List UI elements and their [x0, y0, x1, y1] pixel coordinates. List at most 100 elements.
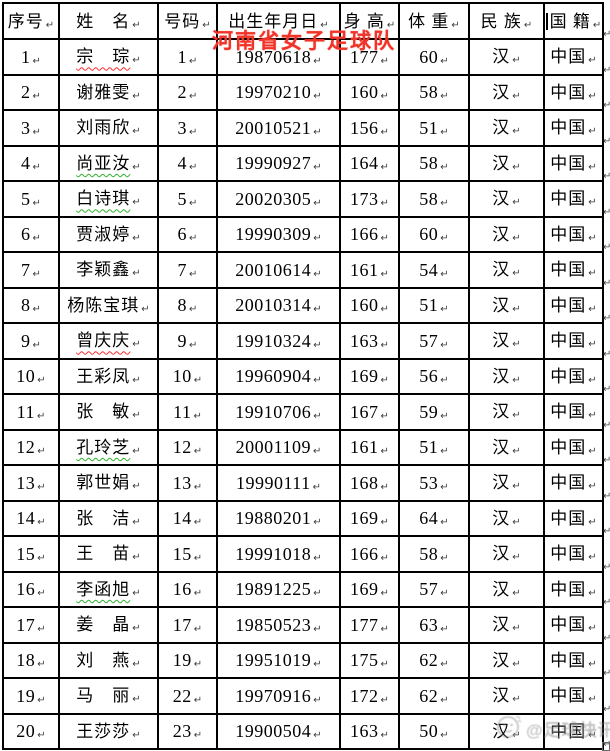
pilcrow-mark-icon: ↵ — [193, 552, 203, 564]
cell-weight: 58 ↵ — [398, 180, 470, 218]
pilcrow-mark-icon: ↵ — [380, 233, 389, 245]
cell-text: 8 — [21, 295, 31, 316]
cell-text: 19960904 — [235, 366, 312, 387]
pilcrow-mark-icon: ↵ — [37, 375, 46, 387]
cell-text: 汉 — [492, 473, 511, 493]
table-row: 13 ↵ 郭世娟 ↵ 13 ↵ 19990111 ↵ 168 ↵ 53 ↵ 汉 ↵ 中国 ↵ — [2, 464, 604, 502]
cell-height: 163 ↵ — [339, 712, 400, 750]
pilcrow-mark-icon: ↵ — [37, 730, 46, 742]
cell-text: 11 — [173, 401, 192, 422]
cell-text: 57 — [419, 579, 439, 600]
cell-height: 169 ↵ — [339, 357, 400, 395]
row-end-mark-icon: ↵ — [603, 348, 610, 360]
cell-text: 汉 — [492, 295, 511, 315]
row-end-mark-icon: ↵ — [603, 739, 610, 750]
header-label: 出生年月日 — [228, 11, 319, 31]
cell-number: 14 ↵ — [157, 499, 218, 537]
cell-number: 2 ↵ — [157, 73, 218, 111]
pilcrow-mark-icon: ↵ — [440, 410, 449, 422]
cell-text: 51 — [419, 437, 439, 458]
cell-weight: 60 ↵ — [398, 215, 470, 253]
cell-birthdate: 20010314 ↵ — [216, 286, 341, 324]
pilcrow-mark-icon: ↵ — [588, 374, 597, 386]
table-row: 5 ↵ 白诗琪 ↵ 5 ↵ 20020305 ↵ 173 ↵ 58 ↵ 汉 ↵ 中国 ↵ — [2, 180, 604, 218]
cell-birthdate: 20001109 ↵ — [216, 428, 341, 466]
header-cell-weight: 体 重 ↵ — [398, 2, 470, 40]
pilcrow-mark-icon: ↵ — [313, 126, 322, 138]
cell-text: 贾淑婷 — [76, 224, 131, 244]
cell-birthdate: 19991018 ↵ — [216, 535, 341, 573]
cell-ethnicity: 汉 ↵ — [468, 251, 545, 289]
cell-seq: 3 ↵ — [2, 109, 60, 147]
table-row: 2 ↵ 谢雅雯 ↵ 2 ↵ 19970210 ↵ 160 ↵ 58 ↵ 汉 ↵ 中国 ↵ — [2, 73, 604, 111]
cell-nationality: 中国 ↵ — [543, 428, 604, 466]
cell-seq: 16 ↵ — [2, 570, 60, 608]
pilcrow-mark-icon: ↵ — [132, 55, 141, 67]
cell-text: 汉 — [492, 437, 511, 457]
pilcrow-mark-icon: ↵ — [588, 445, 597, 457]
cell-text: 中国 — [550, 153, 587, 173]
cell-ethnicity: 汉 ↵ — [468, 393, 545, 431]
pilcrow-mark-icon: ↵ — [512, 232, 521, 244]
cell-text: 19 — [16, 685, 36, 706]
row-end-mark-icon: ↵ — [603, 313, 610, 324]
pilcrow-mark-icon: ↵ — [512, 729, 521, 741]
cell-text: 172 — [350, 685, 379, 706]
pilcrow-mark-icon: ↵ — [193, 588, 203, 600]
row-end-marks: ↵ ↵ ↵ ↵ ↵ ↵ ↵ ↵ ↵ ↵ ↵ ↵ ↵ ↵ ↵ ↵ ↵ ↵ ↵ ↵ ↵ — [603, 2, 610, 750]
table-row: 18 ↵ 刘 燕 ↵ 19 ↵ 19951019 ↵ 175 ↵ 62 ↵ 汉 ↵ 中国 ↵ — [2, 641, 604, 679]
cell-ethnicity: 汉 ↵ — [468, 464, 545, 502]
cell-text: 9 — [21, 330, 31, 351]
pilcrow-mark-icon: ↵ — [32, 197, 41, 209]
cell-seq: 14 ↵ — [2, 499, 60, 537]
cell-height: 163 ↵ — [339, 322, 400, 360]
header-label: 国 籍 — [549, 11, 591, 31]
row-end-mark-icon: ↵ — [603, 64, 610, 76]
header-row: 序号 ↵ 姓 名 ↵ 号码 ↵ 出生年月日 ↵ 身 高 ↵ 体 重 ↵ 民 族 ↵ 国 籍 ↵ — [2, 2, 604, 40]
cell-text: 166 — [350, 224, 379, 245]
cell-text: 李颖鑫 — [76, 260, 131, 280]
cell-text: 中国 — [550, 118, 587, 138]
pilcrow-mark-icon: ↵ — [320, 19, 329, 31]
pilcrow-mark-icon: ↵ — [588, 694, 597, 706]
pilcrow-mark-icon: ↵ — [132, 374, 141, 386]
cell-text: 9 — [177, 330, 188, 351]
pilcrow-mark-icon: ↵ — [380, 623, 389, 635]
pilcrow-mark-icon: ↵ — [189, 197, 198, 209]
cell-weight: 56 ↵ — [398, 357, 470, 395]
pilcrow-mark-icon: ↵ — [32, 162, 41, 174]
cell-ethnicity: 汉 ↵ — [468, 109, 545, 147]
pilcrow-mark-icon: ↵ — [313, 588, 322, 600]
cell-text: 166 — [350, 543, 379, 564]
cell-text: 19910706 — [235, 401, 312, 422]
cell-text: 161 — [350, 437, 379, 458]
pilcrow-mark-icon: ↵ — [132, 481, 141, 493]
cell-text: 4 — [177, 153, 188, 174]
cell-number: 3 ↵ — [157, 109, 218, 147]
cell-text: 中国 — [550, 579, 587, 599]
cell-number: 23 ↵ — [157, 712, 218, 750]
cell-birthdate: 20010521 ↵ — [216, 109, 341, 147]
cell-text: 59 — [419, 401, 439, 422]
cell-name: 刘 燕 ↵ — [58, 641, 159, 679]
cell-name: 郭世娟 ↵ — [58, 464, 159, 502]
pilcrow-mark-icon: ↵ — [440, 91, 449, 103]
cell-weight: 62 ↵ — [398, 641, 470, 679]
cell-birthdate: 20010614 ↵ — [216, 251, 341, 289]
pilcrow-mark-icon: ↵ — [37, 481, 46, 493]
cell-text: 11 — [16, 401, 35, 422]
header-label: 号码 — [164, 11, 201, 31]
header-label: 体 重 — [408, 11, 450, 31]
row-end-mark-icon: ↵ — [603, 632, 610, 644]
cell-height: 169 ↵ — [339, 570, 400, 608]
cell-text: 汉 — [492, 508, 511, 528]
cell-ethnicity: 汉 ↵ — [468, 215, 545, 253]
cell-text: 57 — [419, 330, 439, 351]
pilcrow-mark-icon: ↵ — [132, 161, 141, 173]
cell-text: 5 — [177, 188, 188, 209]
table-row: 7 ↵ 李颖鑫 ↵ 7 ↵ 20010614 ↵ 161 ↵ 54 ↵ 汉 ↵ 中国 ↵ — [2, 251, 604, 289]
pilcrow-mark-icon: ↵ — [588, 339, 597, 351]
table-row: 10 ↵ 王彩凤 ↵ 10 ↵ 19960904 ↵ 169 ↵ 56 ↵ 汉 ↵ 中国 ↵ — [2, 357, 604, 395]
cell-text: 19850523 — [235, 614, 312, 635]
cell-text: 20001109 — [235, 437, 311, 458]
